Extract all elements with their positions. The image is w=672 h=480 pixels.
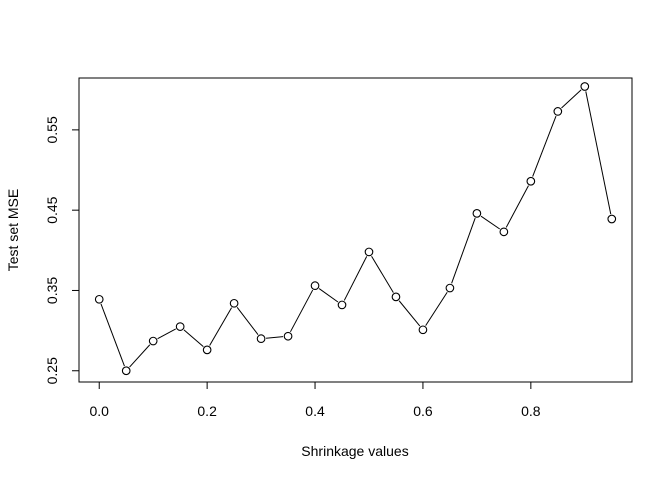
data-point [499,227,509,237]
x-tick-label: 0.0 [89,403,109,419]
y-tick-label: 0.45 [44,196,60,223]
data-point [229,298,239,308]
series-segment [398,300,421,327]
y-axis: 0.25 0.35 0.45 0.55 [44,116,80,384]
series-segment [505,185,529,228]
x-tick-label: 0.2 [197,403,217,419]
x-tick-label: 0.8 [521,403,541,419]
x-tick-label: 0.6 [413,403,433,419]
data-point [283,331,293,341]
data-point [607,214,617,224]
y-axis-title: Test set MSE [5,189,21,271]
series-segment [209,307,233,346]
x-tick-label: 0.4 [305,403,325,419]
series-segment [532,115,557,177]
data-point [310,281,320,290]
series-segment [157,328,176,340]
series-segment [585,91,612,215]
data-point [445,283,455,293]
series-segment [236,306,259,335]
data-point [94,294,104,304]
y-tick-label: 0.25 [44,357,60,384]
data-point [256,334,266,343]
y-tick-label: 0.55 [44,116,60,143]
data-point [121,366,131,376]
series-segment [561,89,582,109]
series-segment [451,217,476,284]
series-segment [289,289,314,333]
data-point [175,322,185,331]
series-segment [266,336,284,339]
series-line [94,82,617,376]
series-segment [343,256,368,301]
data-point [418,325,428,335]
data-point [391,292,401,302]
data-point [148,336,158,346]
data-point [553,107,563,116]
series-segment [100,303,125,367]
series-segment [183,329,204,347]
data-point [337,300,347,310]
data-point [526,176,536,186]
x-axis-title: Shrinkage values [301,443,408,459]
x-axis: 0.0 0.2 0.4 0.6 0.8 [89,381,541,419]
series-segment [371,255,394,293]
series-segment [480,215,501,230]
data-point [202,345,212,355]
data-point [472,209,482,218]
series-segment [129,344,151,368]
series-segment [318,288,339,303]
data-point [364,247,374,257]
series-segment [425,291,448,326]
data-point [580,82,590,91]
y-tick-label: 0.35 [44,277,60,304]
